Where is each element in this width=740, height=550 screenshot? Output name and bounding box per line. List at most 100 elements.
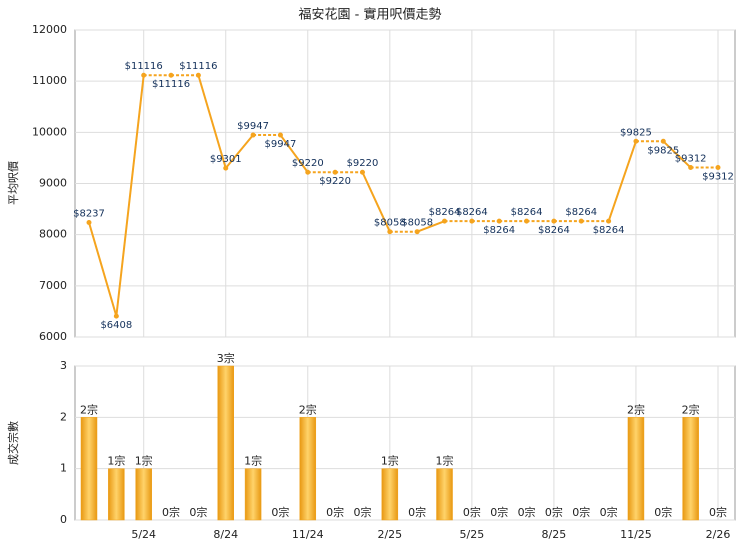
data-label: $9220 xyxy=(292,158,324,169)
point xyxy=(660,138,666,144)
data-label: $8264 xyxy=(565,207,597,218)
point xyxy=(86,220,92,226)
point xyxy=(469,218,475,224)
line-segment xyxy=(115,75,145,317)
bar xyxy=(299,417,317,521)
data-label: $8264 xyxy=(429,207,461,218)
data-label: 0宗 xyxy=(326,505,344,519)
y-tick-label: 12000 xyxy=(32,23,67,36)
point xyxy=(414,229,420,235)
data-label: 0宗 xyxy=(490,505,508,519)
data-label: 0宗 xyxy=(271,505,289,519)
y-tick-label: 0 xyxy=(60,513,67,526)
x-tick-label: 2/26 xyxy=(706,528,731,541)
bar xyxy=(80,417,98,521)
data-label: 0宗 xyxy=(408,505,426,519)
y-tick-label: 7000 xyxy=(39,279,67,292)
data-label: 0宗 xyxy=(572,505,590,519)
point xyxy=(168,72,174,78)
data-label: $9947 xyxy=(237,121,269,132)
data-label: $9825 xyxy=(647,145,679,156)
data-label: $9301 xyxy=(210,154,242,165)
bar xyxy=(244,468,262,521)
data-label: $8237 xyxy=(73,209,105,220)
point xyxy=(524,218,530,224)
y-tick-label: 1 xyxy=(60,462,67,475)
y-tick-label: 8000 xyxy=(39,228,67,241)
data-label: $9312 xyxy=(675,154,707,165)
data-label: $8264 xyxy=(538,225,570,236)
point xyxy=(688,165,694,171)
data-label: 0宗 xyxy=(600,505,618,519)
line-segment xyxy=(662,140,692,169)
data-label: $8264 xyxy=(483,225,515,236)
bar xyxy=(436,468,453,521)
bar xyxy=(217,365,234,521)
bar xyxy=(108,468,125,521)
point xyxy=(195,72,201,78)
x-tick-label: 8/24 xyxy=(213,528,238,541)
y-axis-label: 平均呎價 xyxy=(6,161,20,205)
x-tick-label: 5/24 xyxy=(131,528,156,541)
point xyxy=(250,132,256,138)
y-tick-label: 11000 xyxy=(32,74,67,87)
data-label: $8058 xyxy=(374,218,406,229)
y-tick-label: 10000 xyxy=(32,125,67,138)
x-tick-label: 8/25 xyxy=(542,528,567,541)
data-label: $9947 xyxy=(265,139,297,150)
bar xyxy=(627,417,645,521)
point xyxy=(332,169,338,175)
bar xyxy=(381,468,399,521)
data-label: 0宗 xyxy=(709,505,727,519)
y-tick-label: 6000 xyxy=(39,330,67,343)
point xyxy=(496,218,502,224)
data-label: 0宗 xyxy=(654,505,672,519)
point xyxy=(277,132,283,138)
y-tick-label: 2 xyxy=(60,410,67,423)
data-label: 1宗 xyxy=(107,454,125,468)
data-label: $11116 xyxy=(152,79,190,90)
data-label: $8264 xyxy=(593,225,625,236)
data-label: 3宗 xyxy=(217,351,235,365)
point xyxy=(715,165,721,171)
data-label: $8264 xyxy=(511,207,543,218)
data-label: 0宗 xyxy=(189,505,207,519)
data-label: 2宗 xyxy=(682,402,700,416)
bar xyxy=(682,417,699,521)
data-label: 1宗 xyxy=(135,454,153,468)
line-segment xyxy=(197,74,227,169)
y-axis-label: 成交宗數 xyxy=(6,421,20,465)
x-tick-label: 11/24 xyxy=(292,528,324,541)
x-tick-label: 11/25 xyxy=(620,528,652,541)
point xyxy=(305,169,311,175)
data-label: $9312 xyxy=(702,172,734,183)
data-label: 0宗 xyxy=(545,505,563,519)
data-label: 0宗 xyxy=(518,505,536,519)
data-label: $8264 xyxy=(456,207,488,218)
point xyxy=(141,72,147,78)
data-label: $8058 xyxy=(401,218,433,229)
y-tick-label: 9000 xyxy=(39,177,67,190)
data-label: 0宗 xyxy=(353,505,371,519)
data-label: 2宗 xyxy=(80,402,98,416)
data-label: 1宗 xyxy=(381,454,399,468)
data-label: $9220 xyxy=(319,176,351,187)
data-label: 0宗 xyxy=(463,505,481,519)
point xyxy=(442,218,448,224)
data-label: 1宗 xyxy=(244,454,262,468)
data-label: 1宗 xyxy=(436,454,454,468)
x-tick-label: 2/25 xyxy=(377,528,402,541)
data-label: 2宗 xyxy=(627,402,645,416)
bar xyxy=(135,468,152,521)
data-label: $9220 xyxy=(347,158,379,169)
point xyxy=(606,218,612,224)
point xyxy=(113,313,119,319)
point xyxy=(359,169,365,175)
line-segment xyxy=(361,171,391,233)
data-label: $6408 xyxy=(100,320,132,331)
data-label: 2宗 xyxy=(299,402,317,416)
point xyxy=(223,165,229,171)
line-segment xyxy=(224,134,254,169)
line-segment xyxy=(416,220,445,233)
